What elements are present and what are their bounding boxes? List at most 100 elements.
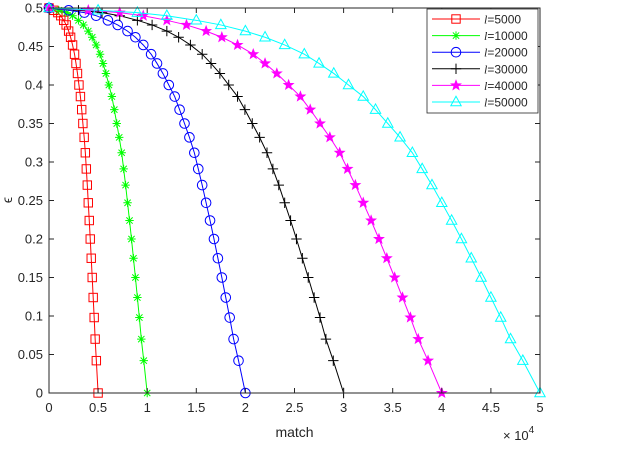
- data-point: [169, 91, 180, 102]
- data-point: [80, 148, 91, 158]
- data-point: [435, 196, 448, 208]
- data-point: [101, 69, 111, 78]
- data-point: [267, 163, 279, 175]
- data-point: [228, 333, 239, 345]
- series-5: [43, 1, 448, 399]
- data-point: [216, 272, 228, 283]
- x-tick-label: 1: [144, 400, 151, 415]
- data-point: [308, 292, 320, 303]
- data-point: [475, 270, 488, 282]
- data-point: [239, 104, 251, 115]
- data-point: [185, 39, 196, 51]
- data-point: [320, 333, 332, 345]
- data-point: [196, 49, 208, 60]
- x-tick-label: 2.5: [285, 400, 303, 415]
- data-point: [220, 292, 232, 303]
- legend-label-value: =10000: [487, 29, 528, 43]
- data-point: [133, 293, 142, 302]
- data-point: [115, 133, 124, 142]
- data-point: [112, 19, 124, 31]
- series-4: [43, 2, 349, 399]
- legend: l=5000l=10000l=20000l=30000l=40000l=5000…: [426, 8, 539, 114]
- data-point: [86, 253, 96, 263]
- data-point: [160, 8, 173, 20]
- data-point: [151, 58, 163, 69]
- x-exponent-power: 4: [529, 425, 535, 436]
- legend-label-var: l: [484, 46, 488, 60]
- data-point: [215, 31, 228, 43]
- data-point: [107, 92, 117, 101]
- legend-item: l=20000: [432, 46, 528, 60]
- legend-label-value: =5000: [487, 13, 521, 27]
- data-point: [63, 26, 74, 36]
- data-point: [247, 118, 258, 129]
- data-point: [258, 30, 272, 42]
- data-point: [406, 146, 419, 157]
- legend-marker: [451, 31, 461, 40]
- data-point: [71, 58, 81, 69]
- data-point: [163, 79, 175, 91]
- data-point: [349, 178, 362, 191]
- ticks-layer: 0 0.5 1 1.5 2 2.5 3 3.5 4 4.5 5 0 0.05 0.1 0.15 0.2 0.25…: [18, 1, 544, 416]
- data-point: [328, 355, 339, 366]
- legend-label: l=30000: [484, 62, 528, 76]
- legend-item: l=5000: [432, 13, 521, 27]
- data-point: [261, 147, 273, 158]
- data-point: [54, 6, 64, 15]
- data-point: [465, 251, 478, 263]
- legend-item: l=10000: [432, 29, 528, 43]
- data-point: [369, 102, 382, 114]
- data-point: [189, 147, 200, 159]
- x-tick-label: 3: [340, 400, 347, 415]
- legend-marker: [450, 79, 462, 91]
- data-point: [314, 312, 326, 323]
- data-point: [298, 47, 311, 59]
- data-point: [504, 332, 517, 344]
- legend-label: l=20000: [484, 46, 528, 60]
- data-point: [145, 48, 157, 60]
- legend-label: l=5000: [484, 13, 521, 27]
- data-point: [137, 334, 146, 344]
- data-point: [89, 312, 99, 323]
- data-point: [83, 198, 93, 208]
- data-point: [282, 78, 295, 91]
- legend-label: l=40000: [484, 79, 528, 93]
- data-point: [404, 311, 417, 323]
- data-point: [85, 234, 95, 244]
- x-tick-label: 4: [438, 400, 445, 415]
- series-layer: [42, 1, 547, 399]
- data-point: [125, 216, 134, 225]
- legend-label-var: l: [484, 13, 488, 27]
- data-point: [62, 8, 71, 17]
- legend-box: [426, 8, 539, 114]
- series-6: [42, 1, 547, 398]
- data-point: [82, 180, 92, 190]
- data-point: [104, 80, 114, 90]
- x-axis-label: match: [275, 424, 313, 440]
- legend-marker: [450, 63, 462, 74]
- data-point: [254, 132, 265, 143]
- data-point: [303, 272, 314, 283]
- data-point: [333, 146, 346, 158]
- data-point: [239, 24, 252, 36]
- data-point: [121, 180, 130, 190]
- data-point: [81, 164, 92, 174]
- legend-label: l=50000: [484, 96, 528, 110]
- series-line: [48, 7, 345, 394]
- data-point: [190, 13, 203, 25]
- y-tick-label: 0.3: [25, 155, 43, 170]
- data-point: [365, 214, 378, 226]
- legend-label-var: l: [484, 29, 488, 43]
- data-point: [204, 215, 216, 226]
- x-tick-label: 2: [242, 400, 249, 415]
- data-point: [174, 104, 185, 115]
- data-point: [75, 91, 86, 102]
- data-point: [98, 59, 108, 68]
- data-point: [123, 198, 132, 208]
- legend-label-var: l: [484, 79, 488, 93]
- data-point: [179, 118, 190, 129]
- data-point: [87, 272, 97, 283]
- data-point: [88, 292, 98, 303]
- data-point: [279, 197, 290, 209]
